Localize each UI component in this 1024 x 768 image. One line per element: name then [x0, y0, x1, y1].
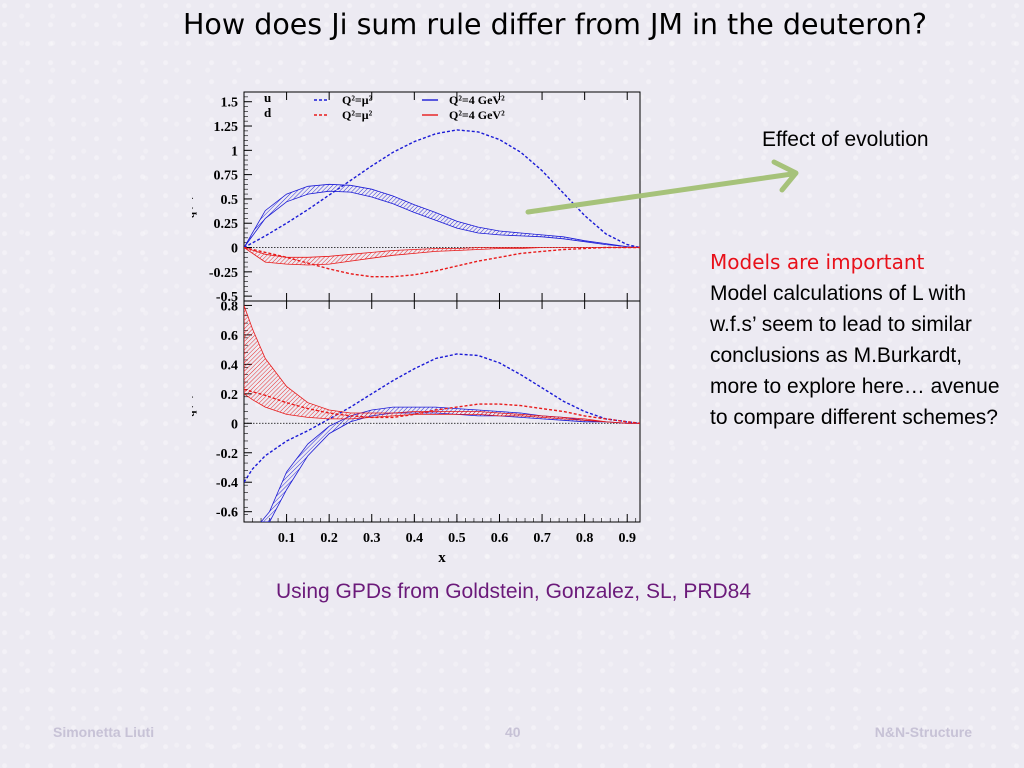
ytick-label: 0 — [231, 417, 238, 432]
ylabel-top: Jq(x) — [192, 194, 197, 225]
ytick-label: 0.2 — [221, 388, 239, 403]
legend: ud Q²=μ² Q²=4 GeV² Q²=μ² Q²=4 GeV² — [264, 90, 505, 122]
ytick-label: -0.25 — [209, 266, 238, 281]
ytick-label: 1.5 — [221, 96, 239, 111]
models-heading: Models are important — [710, 250, 925, 274]
ylabel-arg: (x) — [192, 393, 194, 411]
xtick-label: 0.5 — [448, 531, 466, 546]
ylabel-arg: (x) — [192, 194, 194, 212]
chart-svg: 1.5 1.25 1 0.75 0.5 0.25 0 -0.25 -0.5 Jq(x) ud Q²=μ… — [178, 90, 641, 566]
xtick-label: 0.1 — [278, 531, 296, 546]
panel-top: 1.5 1.25 1 0.75 0.5 0.25 0 -0.25 -0.5 Jq(x) ud Q²=μ… — [178, 90, 641, 305]
footer-event: N&N-Structure — [874, 724, 972, 740]
xtick-label: 0.2 — [320, 531, 338, 546]
ytick-label: -0.5 — [216, 290, 238, 305]
citation: Using GPDs from Goldstein, Gonzalez, SL,… — [276, 580, 752, 603]
footer-page-number: 40 — [505, 724, 521, 740]
xtick-label: 0.7 — [533, 531, 551, 546]
xtick-label: 0.9 — [618, 531, 636, 546]
xtick-label: 0.4 — [406, 531, 424, 546]
series-group-bottom — [244, 305, 640, 522]
ytick-label: 0 — [231, 242, 238, 257]
legend-entry: Q²=4 GeV² — [449, 93, 505, 107]
ytick-label: 0.8 — [221, 299, 239, 314]
models-body: Model calculations of L with w.f.s’ seem… — [710, 282, 1000, 429]
ylabel-main: L — [192, 417, 194, 427]
curve-red-top-2 — [244, 246, 640, 278]
ytick-label: 0.75 — [214, 169, 239, 184]
ytick-label: 0.6 — [221, 329, 239, 344]
curve-blue-bottom-0 — [244, 353, 640, 483]
ytick-label: -0.2 — [216, 447, 238, 462]
legend-row-label: u — [264, 90, 271, 105]
ytick-label: -0.4 — [216, 476, 238, 491]
xtick-label: 0.3 — [363, 531, 381, 546]
arrow-head — [771, 159, 799, 193]
ytick-label: 1 — [231, 144, 238, 159]
chart-container: 1.5 1.25 1 0.75 0.5 0.25 0 -0.25 -0.5 Jq(x) ud Q²=μ… — [178, 88, 652, 568]
xtick-label: 0.6 — [491, 531, 509, 546]
footer-author: Simonetta Liuti — [53, 724, 155, 740]
legend-row-label: d — [264, 105, 272, 120]
ytick-label: 1.25 — [214, 120, 239, 135]
ytick-label: 0.4 — [221, 358, 239, 373]
ytick-label: -0.6 — [216, 506, 238, 521]
xlabel: x — [438, 550, 446, 566]
legend-entry: Q²=μ² — [342, 108, 373, 122]
arrow-shaft — [525, 171, 795, 215]
band-blue-bottom-1 — [260, 406, 640, 522]
effect-of-evolution-label: Effect of evolution — [762, 128, 929, 151]
ytick-label: 0.5 — [221, 193, 239, 208]
series-group-top — [244, 129, 640, 278]
ytick-label: 0.25 — [214, 217, 239, 232]
legend-entry: Q²=4 GeV² — [449, 108, 505, 122]
xtick-label: 0.8 — [576, 531, 594, 546]
band-red-bottom-3 — [244, 305, 640, 424]
legend-entry: Q²=μ² — [342, 93, 373, 107]
evolution-arrow — [525, 159, 799, 215]
models-text-block: Models are important Model calculations … — [710, 247, 1010, 433]
ylabel-bottom: Lq(x) — [192, 393, 197, 427]
panel-bottom: 0.8 0.6 0.4 0.2 0 -0.2 -0.4 -0.6 Lq(x) 0.1 0.2 0.3 0… — [178, 299, 641, 566]
band-red-top-3 — [244, 247, 640, 266]
slide-title: How does Ji sum rule differ from JM in t… — [183, 8, 927, 41]
band-blue-top-1 — [244, 183, 640, 248]
